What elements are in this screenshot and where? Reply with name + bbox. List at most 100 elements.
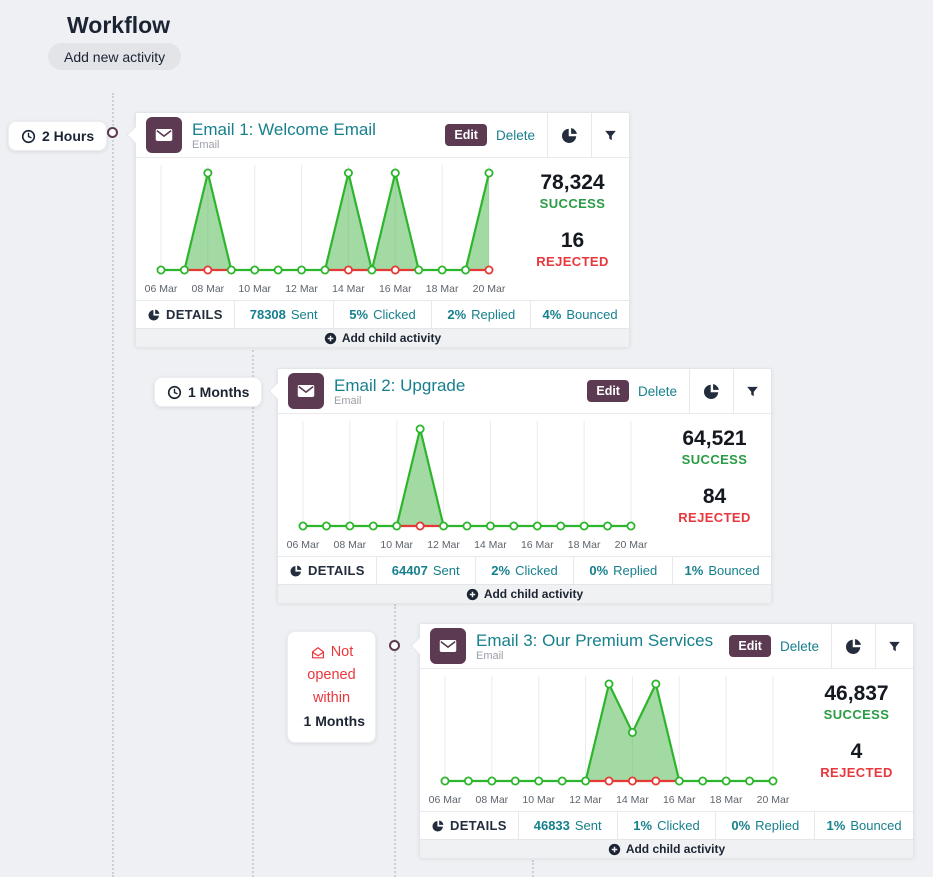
timeline-connector-line	[112, 93, 114, 877]
pie-chart-icon-button[interactable]	[690, 369, 733, 413]
mail-open-icon	[311, 646, 324, 658]
svg-text:16 Mar: 16 Mar	[379, 283, 412, 295]
divider	[733, 369, 734, 413]
clock-icon	[21, 129, 36, 143]
svg-text:08 Mar: 08 Mar	[192, 283, 225, 295]
svg-text:12 Mar: 12 Mar	[427, 539, 460, 551]
svg-text:12 Mar: 12 Mar	[285, 283, 318, 295]
add-child-label: Add child activity	[483, 587, 584, 601]
activity-card: Email 1: Welcome Email Email Edit Delete…	[126, 112, 630, 347]
filter-icon-button[interactable]	[876, 624, 913, 668]
card-title: Email 3: Our Premium Services	[476, 630, 714, 650]
divider	[831, 624, 832, 668]
pie-chart-icon-button[interactable]	[832, 624, 875, 668]
card-subtitle: Email	[476, 649, 504, 662]
pie-chart-icon	[290, 565, 302, 577]
success-label: SUCCESS	[823, 707, 890, 722]
success-label: SUCCESS	[539, 196, 606, 211]
add-child-activity-button[interactable]: Add child activity	[278, 584, 771, 603]
details-button[interactable]: DETAILS	[136, 301, 235, 328]
card-subtitle: Email	[192, 138, 220, 151]
sent-stat[interactable]: 46833 Sent	[519, 812, 618, 839]
bounced-stat[interactable]: 1% Bounced	[684, 563, 760, 578]
condition-text: within	[312, 690, 351, 706]
svg-text:20 Mar: 20 Mar	[615, 539, 648, 551]
clock-icon	[167, 385, 182, 399]
card-body: 06 Mar 08 Mar 10 Mar 12 Mar 14 Mar 16 Mar 18 M…	[278, 414, 771, 556]
svg-text:10 Mar: 10 Mar	[238, 283, 271, 295]
delay-badge[interactable]: 1 Months	[154, 377, 263, 407]
card-title: Email 2: Upgrade	[334, 375, 466, 395]
add-new-activity-button[interactable]: Add new activity	[48, 43, 182, 70]
timeline-connector-line	[532, 860, 534, 877]
card-stats: 46,837 SUCCESS 4 REJECTED	[800, 669, 913, 811]
card-stats: 64,521 SUCCESS 84 REJECTED	[658, 414, 771, 556]
svg-text:14 Mar: 14 Mar	[474, 539, 507, 551]
filter-icon	[605, 130, 616, 140]
svg-text:18 Mar: 18 Mar	[710, 794, 743, 806]
replied-stat[interactable]: 0% Replied	[716, 812, 816, 839]
delay-badge[interactable]: 2 Hours	[8, 121, 108, 151]
filter-icon-button[interactable]	[592, 113, 629, 157]
divider	[591, 113, 592, 157]
clicked-stat[interactable]: 5% Clicked	[334, 301, 433, 328]
envelope-icon	[288, 373, 324, 409]
filter-icon	[747, 386, 758, 396]
svg-text:08 Mar: 08 Mar	[334, 539, 367, 551]
details-button[interactable]: DETAILS	[278, 557, 377, 584]
svg-text:06 Mar: 06 Mar	[287, 539, 320, 551]
card-footer: DETAILS 64407 Sent 2% Clicked 0% Replied 1%…	[278, 556, 771, 584]
card-body: 06 Mar 08 Mar 10 Mar 12 Mar 14 Mar 16 Mar 18 M…	[136, 158, 629, 300]
timeline-connector-line	[252, 350, 254, 877]
rejected-label: REJECTED	[678, 510, 751, 525]
rejected-label: REJECTED	[820, 765, 893, 780]
delete-button[interactable]: Delete	[495, 127, 535, 143]
success-count: 46,837	[824, 682, 889, 705]
plus-circle-icon	[608, 843, 620, 855]
sent-stat[interactable]: 78308 Sent	[235, 301, 334, 328]
pie-chart-icon	[561, 127, 577, 143]
clicked-stat[interactable]: 1% Clicked	[618, 812, 717, 839]
svg-text:08 Mar: 08 Mar	[476, 794, 509, 806]
svg-text:10 Mar: 10 Mar	[380, 539, 413, 551]
svg-text:06 Mar: 06 Mar	[429, 794, 462, 806]
activity-chart-svg: 06 Mar 08 Mar 10 Mar 12 Mar 14 Mar 16 Mar 18 M…	[429, 676, 790, 806]
delete-button[interactable]: Delete	[637, 383, 677, 399]
edit-button[interactable]: Edit	[587, 380, 629, 402]
rejected-label: REJECTED	[536, 254, 609, 269]
plus-circle-icon	[466, 588, 478, 600]
sent-stat[interactable]: 64407 Sent	[377, 557, 476, 584]
add-child-activity-button[interactable]: Add child activity	[136, 328, 629, 347]
clicked-stat[interactable]: 2% Clicked	[476, 557, 575, 584]
add-child-label: Add child activity	[625, 842, 726, 856]
details-label: DETAILS	[308, 563, 365, 578]
bounced-stat[interactable]: 1% Bounced	[826, 818, 902, 833]
edit-button[interactable]: Edit	[729, 635, 771, 657]
filter-icon-button[interactable]	[734, 369, 771, 413]
details-button[interactable]: DETAILS	[420, 812, 519, 839]
bounced-stat[interactable]: 4% Bounced	[542, 307, 618, 322]
edit-button[interactable]: Edit	[445, 124, 487, 146]
delay-label: 2 Hours	[42, 128, 95, 144]
pie-chart-icon	[703, 383, 719, 399]
plus-circle-icon	[324, 332, 336, 344]
activity-chart-svg: 06 Mar 08 Mar 10 Mar 12 Mar 14 Mar 16 Mar 18 M…	[287, 421, 648, 551]
connector-node	[107, 127, 118, 138]
filter-icon	[889, 641, 900, 651]
pie-chart-icon-button[interactable]	[548, 113, 591, 157]
add-child-activity-button[interactable]: Add child activity	[420, 839, 913, 858]
svg-text:20 Mar: 20 Mar	[757, 794, 790, 806]
delete-button[interactable]: Delete	[779, 638, 819, 654]
replied-stat[interactable]: 0% Replied	[574, 557, 674, 584]
divider	[689, 369, 690, 413]
replied-stat[interactable]: 2% Replied	[432, 301, 532, 328]
card-header: Email 3: Our Premium Services Email Edit…	[420, 624, 913, 669]
clock-icon	[298, 721, 299, 722]
condition-badge[interactable]: Not opened within 1 Months	[287, 631, 376, 743]
pie-chart-icon	[845, 638, 861, 654]
activity-chart-svg: 06 Mar 08 Mar 10 Mar 12 Mar 14 Mar 16 Mar 18 M…	[145, 165, 506, 295]
divider	[547, 113, 548, 157]
svg-text:16 Mar: 16 Mar	[521, 539, 554, 551]
card-footer: DETAILS 78308 Sent 5% Clicked 2% Replied 4%…	[136, 300, 629, 328]
condition-text: Not	[330, 644, 354, 660]
